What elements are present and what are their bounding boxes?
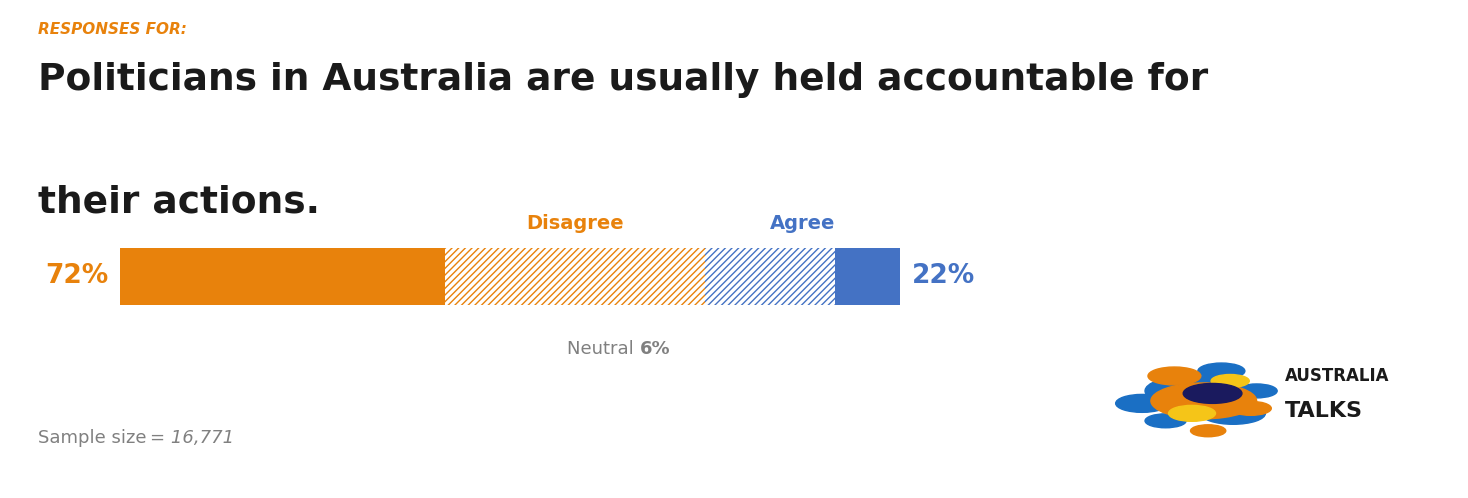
Circle shape [1191,425,1226,437]
Circle shape [1211,374,1249,387]
Circle shape [1169,405,1216,421]
Text: 72%: 72% [46,263,109,289]
Circle shape [1183,383,1242,403]
Text: Politicians in Australia are usually held accountable for: Politicians in Australia are usually hel… [38,62,1208,98]
Circle shape [1148,367,1201,385]
Bar [835,248,900,305]
Text: = 16,771: = 16,771 [150,429,233,447]
Text: RESPONSES FOR:: RESPONSES FOR: [38,22,186,37]
Text: 22%: 22% [912,263,975,289]
Circle shape [1151,383,1257,419]
Bar [120,248,445,305]
Bar [705,248,835,305]
Bar [445,248,705,305]
Circle shape [1145,414,1186,428]
Circle shape [1236,384,1277,398]
Text: TALKS: TALKS [1284,401,1362,421]
Text: their actions.: their actions. [38,184,320,220]
Circle shape [1116,394,1169,412]
Text: Agree: Agree [769,214,835,233]
Text: AUSTRALIA: AUSTRALIA [1284,367,1389,385]
Circle shape [1198,363,1245,379]
Circle shape [1230,401,1271,415]
Text: Sample size: Sample size [38,429,153,447]
Text: 6%: 6% [640,340,671,358]
Text: Neutral: Neutral [568,340,640,358]
Circle shape [1145,376,1233,406]
Text: Disagree: Disagree [526,214,624,233]
Circle shape [1201,402,1265,424]
